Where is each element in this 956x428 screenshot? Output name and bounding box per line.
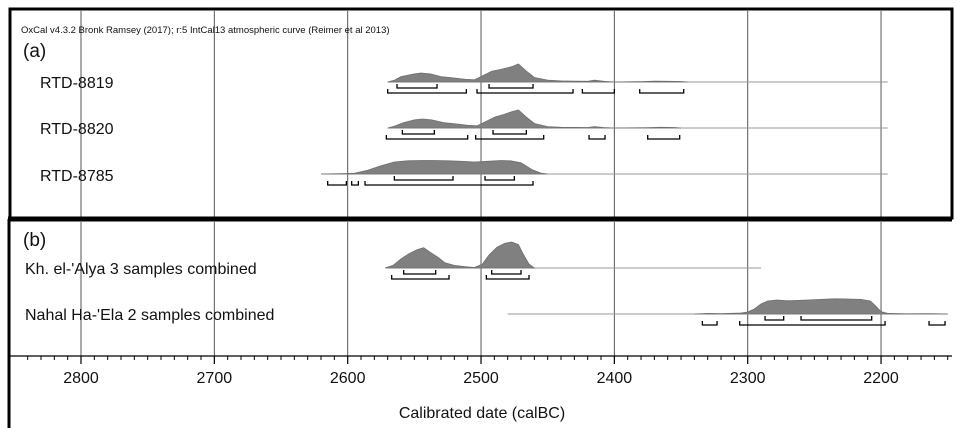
panel-a-label: (a) (23, 41, 46, 62)
probability-density (694, 298, 948, 315)
x-tick-labels: 2800 2700 2600 2500 2400 2300 2200 (63, 370, 899, 387)
series-label: RTD-8820 (40, 121, 114, 138)
range-68-bracket (484, 176, 516, 181)
x-tick-label: 2600 (330, 370, 366, 387)
panel-b-label: (b) (23, 230, 46, 251)
range-68-bracket (492, 130, 528, 135)
range-68-bracket (403, 270, 437, 275)
probability-density (387, 63, 688, 83)
x-tick-label: 2200 (863, 370, 899, 387)
x-tick-label: 2700 (197, 370, 233, 387)
range-95-bracket (701, 321, 718, 326)
series-label: RTD-8819 (40, 75, 114, 92)
range-95-bracket (581, 89, 616, 94)
probability-density (320, 160, 548, 175)
x-tick-label: 2300 (730, 370, 766, 387)
range-95-bracket (475, 135, 545, 140)
range-68-bracket (800, 316, 873, 321)
range-68-bracket (396, 84, 438, 89)
series-kh-el-alya-3-samples-combined: Kh. el-'Alya 3 samples combined (25, 241, 762, 280)
series-label: RTD-8785 (40, 168, 114, 185)
range-68-bracket (401, 130, 436, 135)
range-95-bracket (739, 321, 886, 326)
range-68-bracket (764, 316, 785, 321)
probability-density (384, 241, 536, 269)
probability-density (387, 109, 682, 129)
x-axis-label: Calibrated date (calBC) (399, 405, 565, 422)
series-nahal-ha-ela-2-samples-combined: Nahal Ha-'Ela 2 samples combined (25, 298, 948, 326)
range-95-bracket (364, 181, 534, 186)
series-label: Nahal Ha-'Ela 2 samples combined (25, 307, 274, 324)
x-tick-label: 2400 (597, 370, 633, 387)
range-95-bracket (385, 135, 469, 140)
range-95-bracket (476, 89, 574, 94)
series-layer: RTD-8819 RTD-8820 RTD-8785 Kh. el-'Alya 3 s… (25, 63, 948, 326)
major-ticks (80, 356, 882, 364)
range-68-bracket (393, 176, 454, 181)
range-95-bracket (639, 89, 685, 94)
range-95-bracket (928, 321, 946, 326)
vertical-grid-lines (80, 11, 882, 356)
series-rtd-8819: RTD-8819 (40, 63, 888, 94)
range-68-bracket (491, 270, 522, 275)
range-95-bracket (387, 89, 468, 94)
range-95-bracket (647, 135, 681, 140)
range-95-bracket (391, 275, 450, 280)
series-rtd-8820: RTD-8820 (40, 109, 888, 140)
oxcal-header: OxCal v4.3.2 Bronk Ramsey (2017); r:5 In… (21, 25, 390, 36)
x-tick-label: 2500 (463, 370, 499, 387)
range-95-bracket (588, 135, 606, 140)
series-label: Kh. el-'Alya 3 samples combined (25, 261, 257, 278)
series-rtd-8785: RTD-8785 (40, 160, 888, 186)
range-95-bracket (485, 275, 530, 280)
x-tick-label: 2800 (63, 370, 99, 387)
range-68-bracket (488, 84, 534, 89)
minor-ticks (27, 356, 949, 360)
range-95-bracket (327, 181, 347, 186)
range-95-bracket (351, 181, 359, 186)
